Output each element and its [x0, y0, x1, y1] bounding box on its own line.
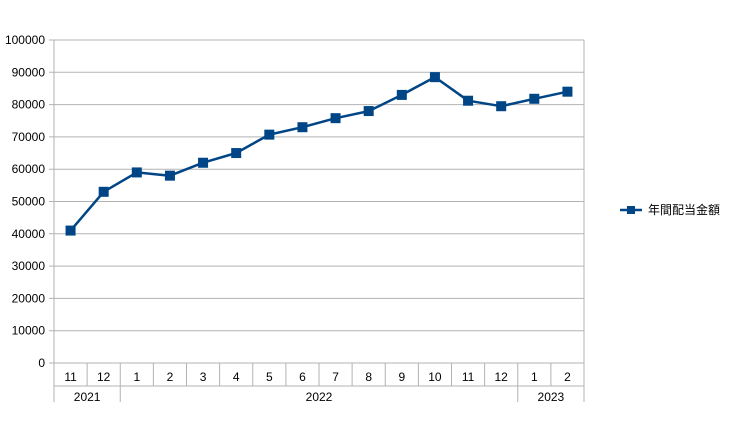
- y-tick-label: 80000: [12, 98, 46, 112]
- legend-label: 年間配当金額: [648, 202, 720, 217]
- y-tick-label: 90000: [12, 65, 46, 79]
- series-line: [69, 75, 568, 232]
- data-point-marker: [463, 95, 474, 106]
- data-point-marker: [429, 72, 440, 83]
- x-tick-label: 1: [531, 370, 538, 384]
- data-point-marker: [562, 86, 573, 97]
- data-point-marker: [363, 106, 374, 117]
- year-group-label: 2022: [306, 390, 333, 404]
- data-point-marker: [198, 157, 209, 168]
- data-point-marker: [529, 93, 540, 104]
- series-layer: [65, 72, 573, 236]
- data-point-marker: [131, 167, 142, 178]
- y-tick-label: 100000: [5, 33, 45, 47]
- y-tick-label: 40000: [12, 227, 46, 241]
- y-tick-label: 30000: [12, 259, 46, 273]
- x-tick-label: 10: [428, 370, 442, 384]
- data-point-marker: [231, 148, 242, 159]
- data-point-marker: [264, 129, 275, 140]
- x-tick-label: 4: [233, 370, 240, 384]
- x-tick-label: 8: [365, 370, 372, 384]
- x-tick-label: 5: [266, 370, 273, 384]
- y-tick-label: 70000: [12, 130, 46, 144]
- data-point-marker: [396, 89, 407, 100]
- axes: 0 10000 20000 30000 40000 50000 60000 70000 8000…: [5, 33, 585, 404]
- x-tick-label: 11: [64, 370, 77, 384]
- data-point-marker: [98, 186, 109, 197]
- x-tick-label: 7: [332, 370, 339, 384]
- x-tick-label: 11: [462, 370, 475, 384]
- legend-marker-icon: [627, 206, 635, 214]
- x-tick-label: 1: [133, 370, 140, 384]
- x-tick-label: 12: [97, 370, 111, 384]
- year-group-label: 2023: [538, 390, 565, 404]
- x-tick-label: 2: [167, 370, 174, 384]
- data-point-marker: [496, 101, 507, 112]
- y-tick-label: 0: [38, 356, 45, 370]
- data-point-marker: [164, 170, 175, 181]
- y-tick-label: 50000: [12, 195, 46, 209]
- data-point-marker: [297, 122, 308, 133]
- year-group-label: 2021: [74, 390, 101, 404]
- gridlines: [49, 39, 584, 364]
- x-tick-label: 2: [564, 370, 571, 384]
- x-tick-label: 6: [299, 370, 306, 384]
- y-tick-label: 20000: [12, 291, 46, 305]
- x-tick-label: 12: [495, 370, 509, 384]
- legend: 年間配当金額: [620, 202, 720, 217]
- x-tick-label: 9: [398, 370, 405, 384]
- x-tick-label: 3: [200, 370, 207, 384]
- data-point-marker: [330, 113, 341, 124]
- y-tick-label: 60000: [12, 162, 46, 176]
- y-tick-label: 10000: [12, 324, 46, 338]
- data-point-marker: [65, 225, 76, 236]
